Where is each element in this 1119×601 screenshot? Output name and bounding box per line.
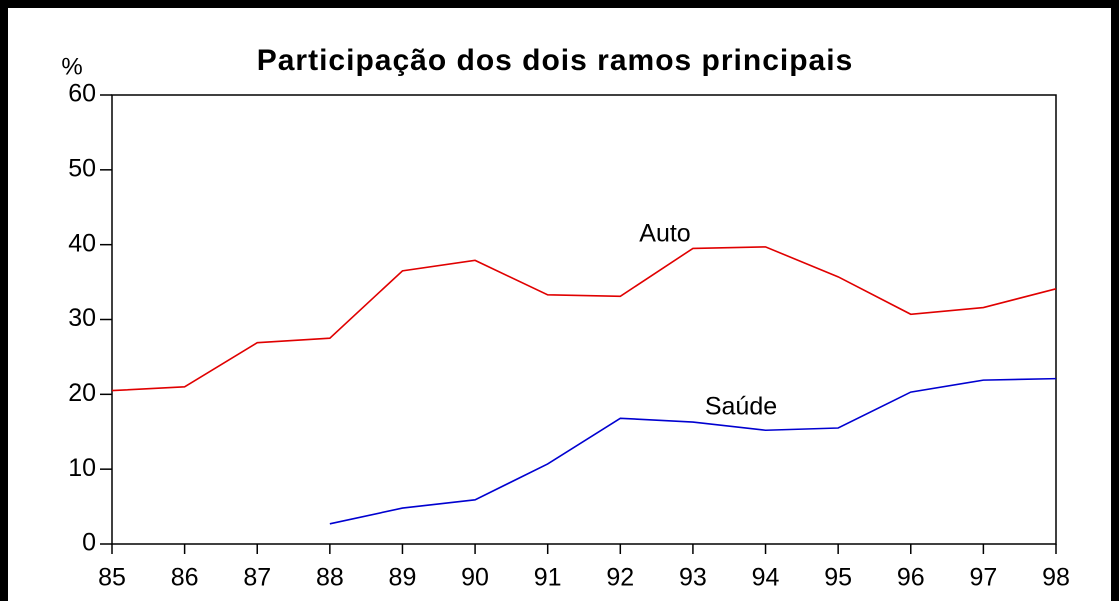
y-tick-label: 60 bbox=[68, 80, 96, 108]
series-label: Auto bbox=[639, 220, 690, 248]
x-tick-label: 94 bbox=[752, 564, 780, 592]
series-line bbox=[329, 377, 1057, 525]
x-tick-label: 95 bbox=[824, 564, 852, 592]
y-tick-label: 20 bbox=[68, 379, 96, 407]
y-tick-label: 50 bbox=[68, 154, 96, 182]
y-tick-label: 10 bbox=[68, 454, 96, 482]
y-axis-label: % bbox=[61, 53, 82, 80]
x-tick-label: 96 bbox=[897, 564, 925, 592]
y-tick-label: 30 bbox=[68, 304, 96, 332]
x-tick-label: 98 bbox=[1042, 564, 1070, 592]
x-tick-label: 86 bbox=[171, 564, 199, 592]
x-tick-label: 87 bbox=[243, 564, 271, 592]
x-tick-label: 89 bbox=[389, 564, 417, 592]
y-tick-label: 40 bbox=[68, 229, 96, 257]
x-tick-label: 90 bbox=[461, 564, 489, 592]
x-tick-label: 91 bbox=[534, 564, 562, 592]
y-tick-label: 0 bbox=[82, 529, 96, 557]
x-tick-label: 93 bbox=[679, 564, 707, 592]
plot-frame bbox=[111, 94, 1057, 545]
x-tick-label: 85 bbox=[98, 564, 126, 592]
x-tick-label: 92 bbox=[606, 564, 634, 592]
x-tick-label: 97 bbox=[969, 564, 997, 592]
series-line bbox=[111, 246, 1057, 392]
chart-title: Participação dos dois ramos principais bbox=[257, 44, 854, 77]
series-label: Saúde bbox=[705, 393, 777, 421]
x-tick-label: 88 bbox=[316, 564, 344, 592]
